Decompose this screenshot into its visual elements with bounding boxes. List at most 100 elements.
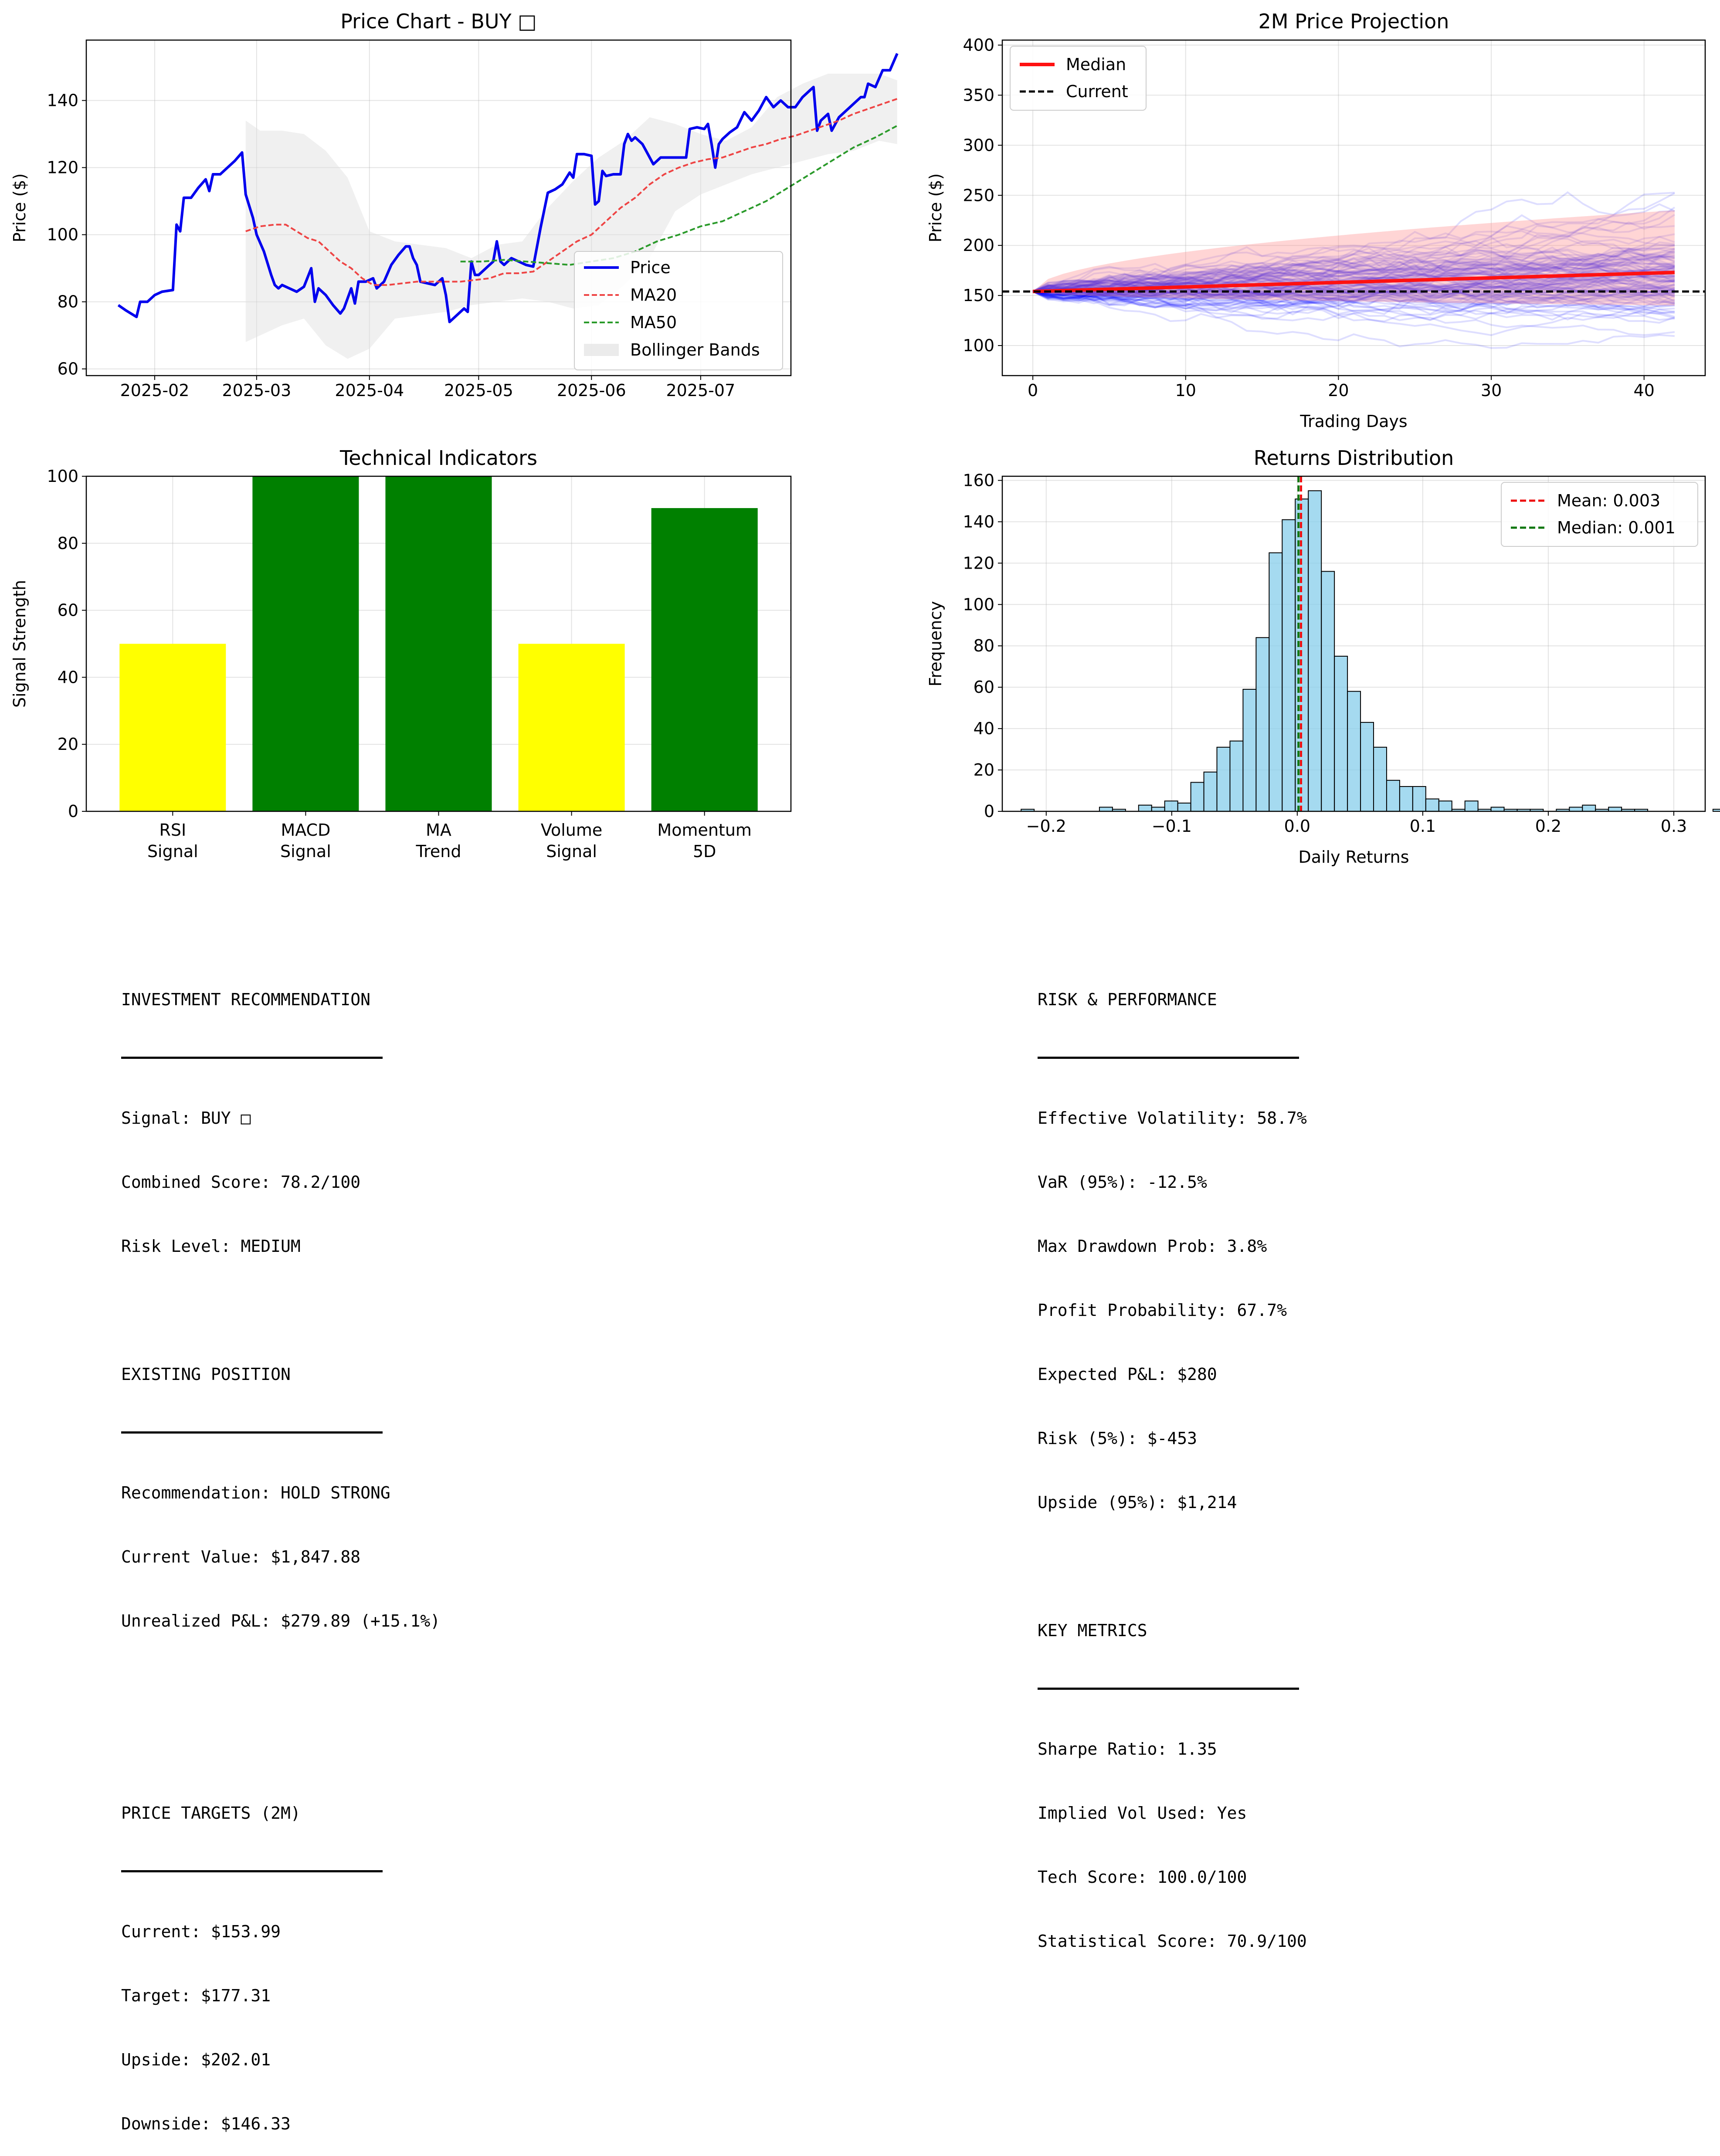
y-tick-label: 100 — [47, 225, 78, 244]
x-tick-label: Momentum — [657, 820, 752, 840]
axes-frame — [1001, 475, 1706, 812]
simulation-path — [1032, 225, 1675, 292]
legend-label: Median: 0.001 — [1557, 518, 1676, 537]
y-tick-label: 100 — [47, 467, 78, 486]
histogram-bar — [1712, 809, 1720, 812]
y-axis-label: Price ($) — [10, 173, 29, 243]
simulation-path — [1032, 225, 1675, 292]
simulation-path — [1032, 286, 1675, 336]
x-axis-label: Trading Days — [1299, 412, 1407, 431]
dashboard-figure: 2025-02 2025-03 2025-04 2025-05 2025-06 2025-… — [10, 10, 1720, 867]
x-tick-label: 5D — [693, 842, 716, 861]
histogram-bar — [1138, 804, 1152, 812]
y-axis-label: Signal Strength — [10, 580, 29, 708]
indicator-bar — [119, 644, 226, 811]
legend-box — [574, 251, 783, 370]
x-tick-label: 0.0 — [1284, 817, 1310, 836]
simulation-path — [1032, 279, 1675, 300]
median-line — [1032, 271, 1675, 293]
x-tick-label: −0.1 — [1152, 817, 1192, 836]
y-tick-label: 100 — [963, 336, 994, 355]
histogram-bar — [1608, 807, 1622, 812]
simulation-path — [1032, 270, 1675, 324]
x-tick-label: 20 — [1328, 381, 1349, 400]
simulation-path — [1032, 192, 1675, 293]
chart-title: 2M Price Projection — [1259, 10, 1449, 33]
simulation-path — [1032, 264, 1675, 292]
simulation-path — [1032, 273, 1675, 321]
histogram-bar — [1321, 571, 1335, 812]
simulation-path — [1032, 278, 1675, 307]
x-tick-label: 2025-07 — [666, 381, 735, 400]
volatility-line: Effective Volatility: 58.7% — [1038, 1109, 1307, 1128]
histogram-bar — [1099, 807, 1113, 812]
legend-label: Current — [1066, 82, 1128, 101]
x-tick-label: −0.2 — [1026, 817, 1066, 836]
indicator-bar — [385, 476, 492, 811]
legend-label: Mean: 0.003 — [1557, 491, 1660, 510]
histogram-bar — [1255, 637, 1270, 812]
simulation-path — [1032, 290, 1675, 322]
legend-label: Price — [630, 258, 671, 277]
indicator-bar — [651, 508, 758, 811]
expected-pnl-line: Expected P&L: $280 — [1038, 1365, 1217, 1384]
x-tick-label: 2025-06 — [557, 381, 626, 400]
unrealized-pnl-line: Unrealized P&L: $279.89 (+15.1%) — [121, 1611, 441, 1631]
histogram-bar — [1490, 807, 1505, 812]
x-tick-label: 0.3 — [1661, 817, 1687, 836]
x-tick-label: Signal — [147, 842, 198, 861]
simulation-path — [1032, 214, 1675, 292]
simulation-path — [1032, 275, 1675, 301]
implied-vol-line: Implied Vol Used: Yes — [1038, 1803, 1247, 1823]
chart-title: Technical Indicators — [339, 446, 537, 470]
y-tick-label: 250 — [963, 186, 994, 205]
x-tick-label: 0.2 — [1535, 817, 1561, 836]
section-rule — [1038, 1057, 1299, 1059]
simulation-path — [1032, 278, 1675, 307]
simulation-path — [1032, 283, 1675, 302]
drawdown-line: Max Drawdown Prob: 3.8% — [1038, 1237, 1267, 1256]
existing-position-title: EXISTING POSITION — [121, 1365, 291, 1384]
current-value-line: Current Value: $1,847.88 — [121, 1547, 361, 1566]
simulation-path — [1032, 285, 1675, 336]
histogram-bar — [1399, 786, 1413, 812]
histogram-bar — [1242, 688, 1257, 812]
x-tick-label: Signal — [280, 842, 331, 861]
simulation-path — [1032, 281, 1675, 301]
histogram-bar — [1582, 804, 1596, 812]
simulation-path — [1033, 286, 1675, 308]
section-rule — [121, 1870, 383, 1872]
y-tick-label: 20 — [58, 735, 78, 754]
simulation-path — [1032, 290, 1675, 349]
simulation-path — [1032, 287, 1675, 306]
simulation-path — [1033, 269, 1675, 299]
axes-frame — [1001, 39, 1706, 376]
simulation-path — [1032, 214, 1675, 292]
x-tick-label: Trend — [416, 842, 461, 861]
price-targets-title: PRICE TARGETS (2M) — [121, 1803, 301, 1823]
confidence-band — [1033, 210, 1675, 306]
section-rule — [121, 1057, 383, 1059]
histogram-bar — [1386, 780, 1400, 812]
recommendation-panel: INVESTMENT RECOMMENDATION Signal: BUY □ … — [121, 946, 440, 2156]
y-tick-label: 40 — [974, 719, 994, 738]
simulation-path — [1032, 247, 1675, 295]
y-tick-label: 0 — [68, 802, 78, 821]
y-tick-label: 80 — [58, 292, 78, 312]
bollinger-band — [245, 74, 897, 359]
simulation-path — [1032, 191, 1675, 296]
simulation-path — [1032, 258, 1675, 299]
risk-level-line: Risk Level: MEDIUM — [121, 1237, 301, 1256]
simulation-paths — [1032, 191, 1676, 349]
y-tick-label: 60 — [58, 601, 78, 620]
x-tick-label: 40 — [1634, 381, 1655, 400]
downside-price-line: Downside: $146.33 — [121, 2114, 291, 2133]
simulation-path — [1032, 241, 1675, 292]
position-recommendation-line: Recommendation: HOLD STRONG — [121, 1483, 390, 1502]
x-tick-label: 2025-02 — [120, 381, 190, 400]
ma20-line — [245, 98, 898, 286]
histogram-bar — [1164, 800, 1178, 812]
x-tick-label: 2025-04 — [335, 381, 404, 400]
simulation-path — [1032, 236, 1675, 295]
simulation-path — [1032, 287, 1675, 319]
